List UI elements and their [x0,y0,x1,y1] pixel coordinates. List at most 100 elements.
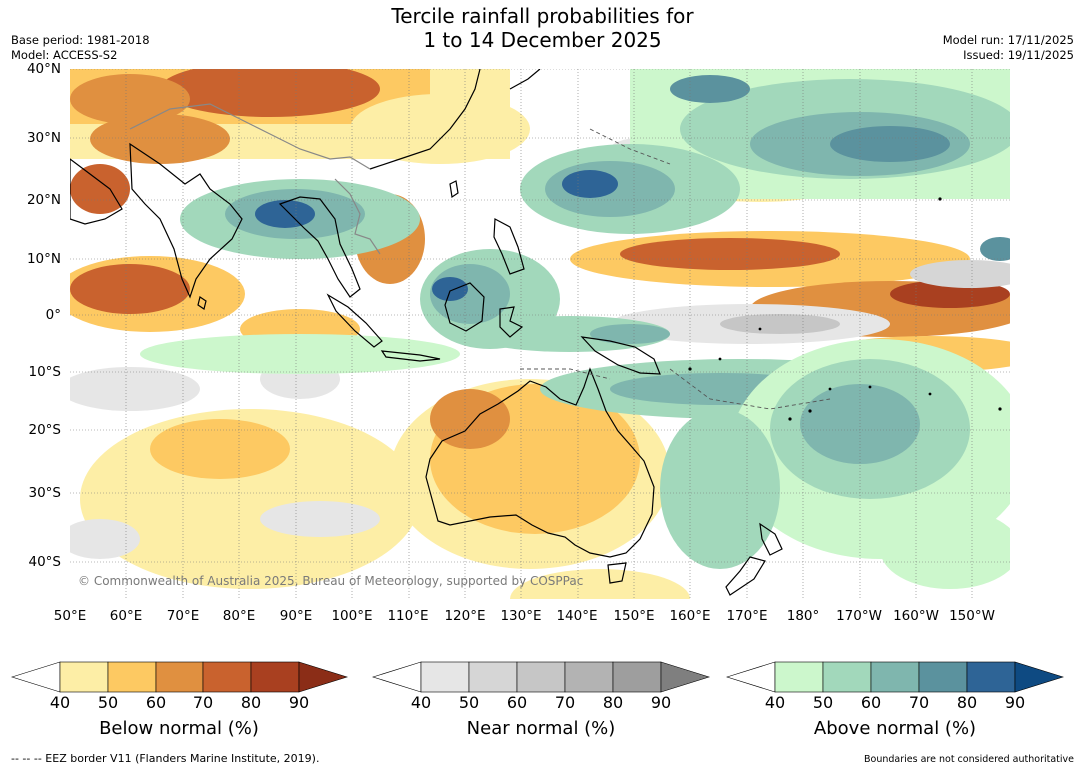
lat-label-10n: 10°N [26,251,61,267]
chart-title: Tercile rainfall probabilities for 1 to … [0,4,1085,52]
lon-label-150w: 150°W [949,608,995,624]
cb-above-title: Above normal (%) [813,718,977,739]
china-coast [369,69,481,170]
metadata-left: Base period: 1981-2018 Model: ACCESS-S2 [11,33,150,63]
cb-above-tick: 50 [812,693,834,712]
graticule [70,69,1010,599]
lon-label-160w: 160°W [893,608,939,624]
cb-above-seg-2 [822,661,872,693]
cb-above-tick: 60 [860,693,882,712]
cb-near-tick: 50 [458,693,480,712]
colorbar-below-normal [10,661,349,693]
lon-label-160e: 160°E [669,608,711,624]
cb-below-tick: 40 [49,693,71,712]
cb-above-seg-4 [918,661,968,693]
cb-below-under [10,661,61,693]
cb-below-tick: 60 [145,693,167,712]
copyright-notice: © Commonwealth of Australia 2025, Bureau… [78,574,584,588]
cb-above-seg-3 [870,661,920,693]
cb-below-seg-2 [107,661,157,693]
title-line-2: 1 to 14 December 2025 [423,28,662,52]
cb-near-seg-5 [612,661,662,693]
new-zealand-south [725,556,766,596]
model-name: Model: ACCESS-S2 [11,48,118,62]
lon-label-170e: 170°E [726,608,768,624]
cb-below-tick: 80 [240,693,262,712]
cb-below-seg-4 [202,661,252,693]
map-canvas [70,69,1010,599]
lon-label-100e: 100°E [331,608,373,624]
lon-label-140e: 140°E [556,608,598,624]
rainfall-probability-map: © Commonwealth of Australia 2025, Bureau… [70,69,1010,599]
lat-label-20s: 20°S [28,422,62,438]
cb-above-tick: 40 [764,693,786,712]
cb-above-tick: 80 [956,693,978,712]
lon-label-180: 180° [786,608,820,624]
lon-label-50e: 50°E [53,608,87,624]
lon-label-120e: 120°E [444,608,486,624]
colorbar-near-normal [371,661,711,693]
cb-near-tick: 90 [650,693,672,712]
model-run: Model run: 17/11/2025 [942,33,1074,47]
cb-above-tick: 90 [1004,693,1026,712]
above-normal-field [140,69,1010,589]
borneo-coast [444,282,485,332]
cb-below-tick: 70 [192,693,214,712]
cb-below-seg-3 [155,661,204,693]
cb-near-seg-4 [564,661,614,693]
sulawesi-coast [499,306,524,338]
java-coast [380,350,441,362]
cb-below-title: Below normal (%) [99,718,259,739]
pacific-islands [688,197,1002,421]
indochina-border [334,178,381,255]
lon-label-70e: 70°E [166,608,200,624]
lon-label-170w: 170°W [836,608,882,624]
country-borders [129,103,381,255]
colorbar-above-normal [725,661,1065,693]
eez-borders [520,128,831,410]
lat-label-40s: 40°S [28,554,62,570]
lat-label-40n: 40°N [26,61,61,77]
cb-above-under [725,661,776,693]
cb-near-seg-3 [516,661,566,693]
lat-label-equator: 0° [45,307,61,323]
cb-above-tick: 70 [908,693,930,712]
lat-label-20n: 20°N [26,192,61,208]
cb-near-tick: 60 [506,693,528,712]
lon-label-60e: 60°E [109,608,143,624]
lon-label-150e: 150°E [613,608,655,624]
boundaries-disclaimer: Boundaries are not considered authoritat… [864,754,1074,765]
cb-below-seg-1 [59,661,109,693]
cb-near-tick: 80 [602,693,624,712]
metadata-right: Model run: 17/11/2025 Issued: 19/11/2025 [943,33,1074,63]
issued-date: Issued: 19/11/2025 [963,48,1074,62]
tasmania-coast [607,562,627,584]
philippines-coast [493,218,525,275]
cb-below-over [298,661,349,693]
sri-lanka-coast [197,296,207,310]
cb-near-tick: 40 [410,693,432,712]
base-period: Base period: 1981-2018 [11,33,150,47]
himalaya-border [129,103,371,170]
cb-near-seg-2 [468,661,518,693]
lon-label-110e: 110°E [387,608,429,624]
cb-near-title: Near normal (%) [466,718,616,739]
lon-label-130e: 130°E [500,608,542,624]
cb-below-tick: 50 [97,693,119,712]
lat-label-10s: 10°S [28,364,62,380]
lon-label-90e: 90°E [279,608,313,624]
cb-near-seg-1 [420,661,470,693]
lon-label-80e: 80°E [222,608,256,624]
cb-near-over [660,661,711,693]
new-zealand-north [759,522,783,556]
arabia-coast [70,158,123,225]
japan-coast [509,69,541,90]
se-asia-coast [278,196,361,298]
australia-coast [425,367,655,558]
lat-label-30s: 30°S [28,485,62,501]
coastlines [70,69,783,596]
eez-legend-note: -- -- -- EEZ border V11 (Flanders Marine… [11,752,320,765]
cb-near-under [371,661,422,693]
taiwan-coast [449,180,459,199]
cb-above-seg-1 [774,661,824,693]
